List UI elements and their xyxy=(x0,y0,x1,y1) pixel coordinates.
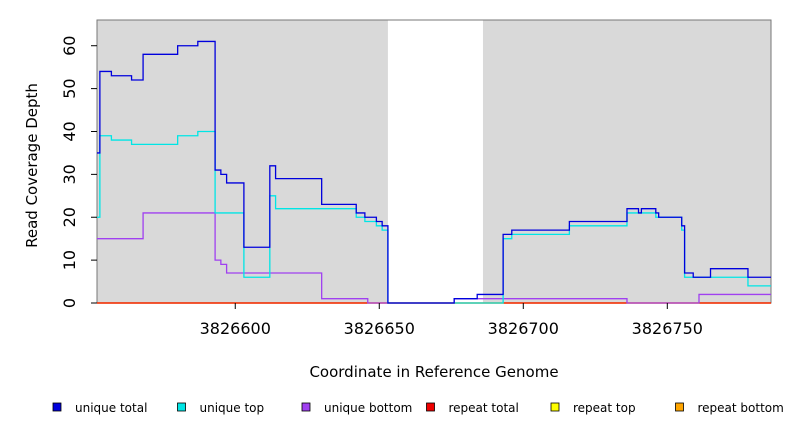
legend-swatch-repeat-total xyxy=(426,402,435,412)
x-tick-label: 3826700 xyxy=(488,319,559,338)
y-axis: 0 10 20 30 40 50 60 xyxy=(60,36,97,308)
x-axis-title: Coordinate in Reference Genome xyxy=(309,363,558,381)
shaded-region-1 xyxy=(97,20,388,303)
legend-swatch-repeat-bottom xyxy=(675,402,684,412)
shaded-regions xyxy=(97,20,771,303)
series-lines xyxy=(97,40,771,304)
y-axis-title: Read Coverage Depth xyxy=(23,83,41,248)
y-tick-label: 50 xyxy=(60,78,79,98)
legend-label-repeat-total: repeat total xyxy=(449,401,519,415)
legend-label-unique-top: unique top xyxy=(200,401,265,415)
y-tick-label: 30 xyxy=(60,164,79,184)
shaded-region-2 xyxy=(482,20,771,303)
legend-label-repeat-top: repeat top xyxy=(573,401,636,415)
legend-swatch-repeat-top xyxy=(550,402,560,412)
legend-label-repeat-bottom: repeat bottom xyxy=(698,401,784,415)
y-tick-label: 40 xyxy=(60,121,79,141)
legend-swatch-unique-top xyxy=(177,402,186,412)
series-line-unique-bottom xyxy=(97,212,771,304)
y-tick-label: 0 xyxy=(60,298,79,308)
y-tick-label: 60 xyxy=(60,36,79,56)
legend-swatch-unique-total xyxy=(52,402,62,412)
x-tick-label: 3826750 xyxy=(632,319,703,338)
x-tick-label: 3826600 xyxy=(200,319,271,338)
legend: unique total unique top unique bottom repea… xyxy=(52,401,784,415)
y-tick-label: 10 xyxy=(60,250,79,270)
legend-label-unique-total: unique total xyxy=(75,401,147,415)
legend-label-unique-bottom: unique bottom xyxy=(324,401,412,415)
x-axis: 3826600 3826650 3826700 3826750 xyxy=(200,303,703,338)
y-tick-label: 20 xyxy=(60,207,79,227)
legend-swatch-unique-bottom xyxy=(301,402,311,412)
x-tick-label: 3826650 xyxy=(344,319,415,338)
series-line-unique-total xyxy=(97,40,771,304)
